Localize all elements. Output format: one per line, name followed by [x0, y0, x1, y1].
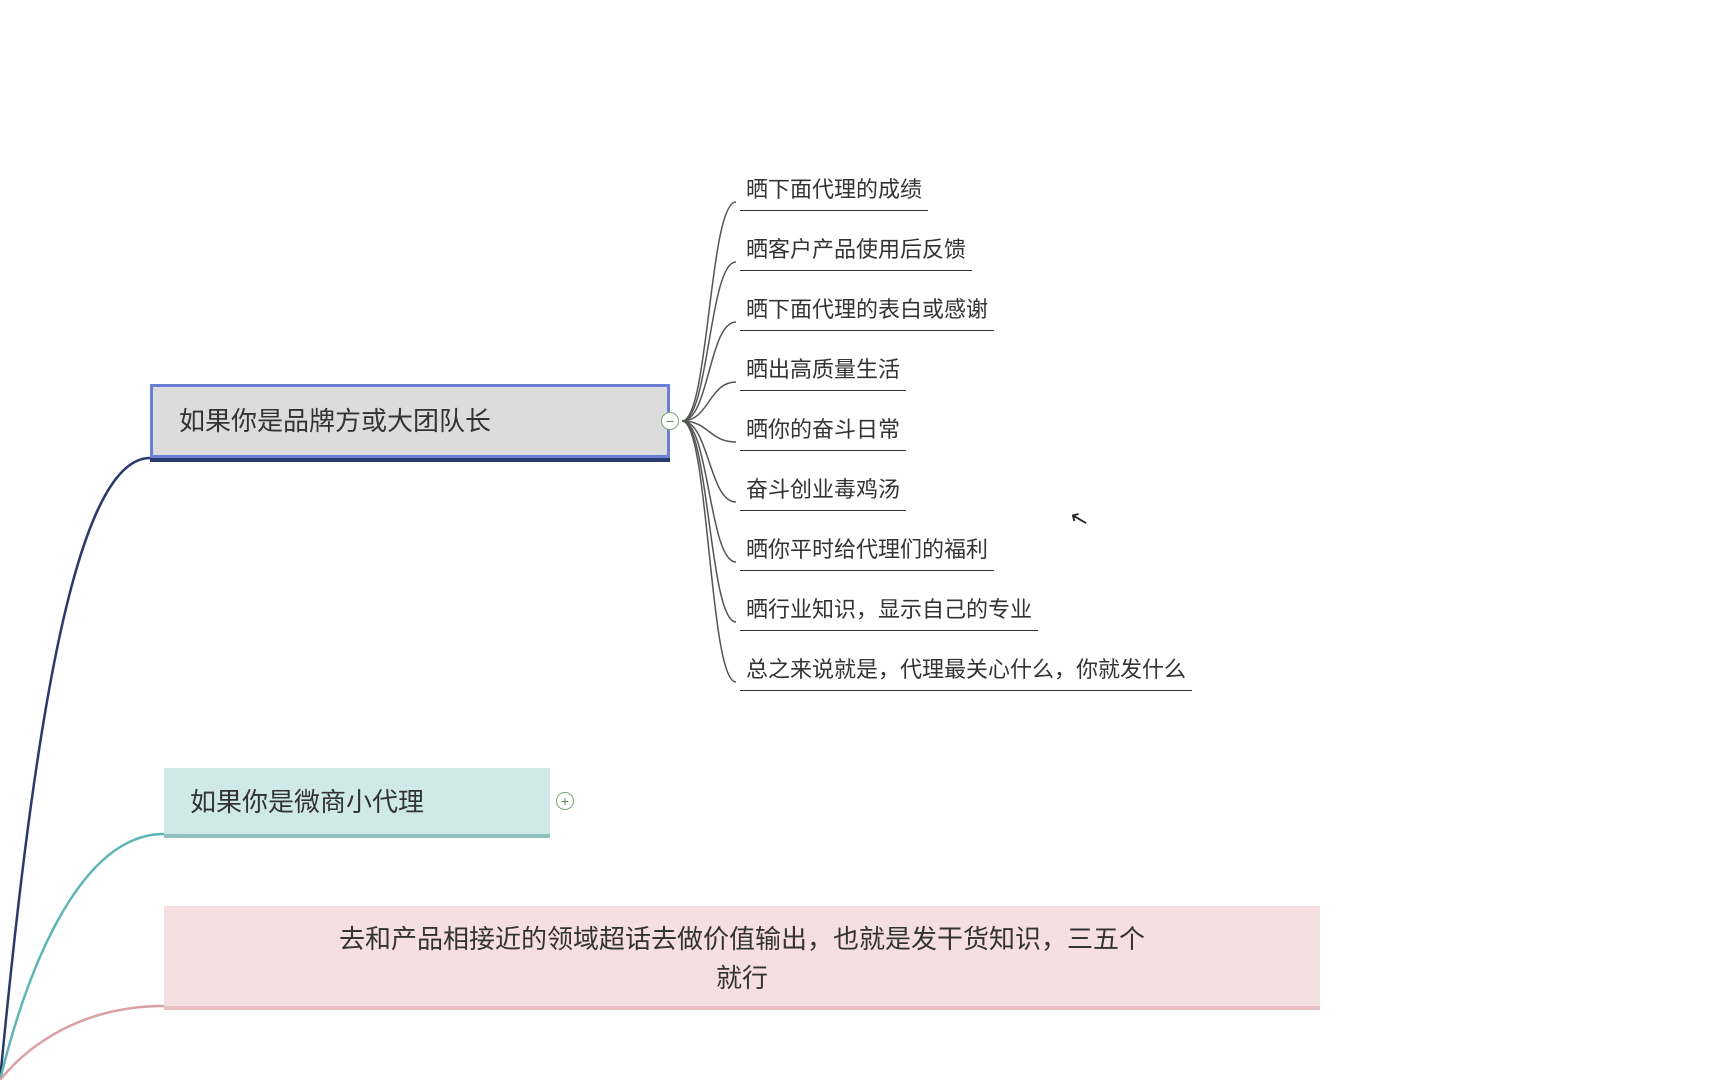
cursor-icon: ↖: [1067, 504, 1092, 534]
node-label-line2: 就行: [190, 959, 1294, 998]
minus-icon: −: [666, 414, 674, 428]
node-label: 如果你是品牌方或大团队长: [179, 406, 491, 436]
collapse-toggle[interactable]: −: [661, 412, 679, 430]
leaf-node[interactable]: 晒行业知识，显示自己的专业: [740, 590, 1038, 631]
leaf-node[interactable]: 晒下面代理的成绩: [740, 170, 928, 211]
leaf-node[interactable]: 奋斗创业毒鸡汤: [740, 470, 906, 511]
node-label-line1: 去和产品相接近的领域超话去做价值输出，也就是发干货知识，三五个: [190, 920, 1294, 959]
leaf-node[interactable]: 晒你平时给代理们的福利: [740, 530, 994, 571]
mindmap-canvas[interactable]: 如果你是品牌方或大团队长 − 如果你是微商小代理 + 去和产品相接近的领域超话去…: [0, 0, 1728, 1080]
leaf-node[interactable]: 晒下面代理的表白或感谢: [740, 290, 994, 331]
leaf-node[interactable]: 晒出高质量生活: [740, 350, 906, 391]
node-value-output[interactable]: 去和产品相接近的领域超话去做价值输出，也就是发干货知识，三五个 就行: [164, 906, 1320, 1006]
expand-toggle[interactable]: +: [556, 792, 574, 810]
node-brand-leader[interactable]: 如果你是品牌方或大团队长: [150, 384, 670, 458]
plus-icon: +: [561, 794, 569, 808]
leaf-node[interactable]: 晒客户产品使用后反馈: [740, 230, 972, 271]
node-label: 如果你是微商小代理: [190, 787, 424, 817]
node-small-agent[interactable]: 如果你是微商小代理: [164, 768, 550, 834]
leaf-node[interactable]: 总之来说就是，代理最关心什么，你就发什么: [740, 650, 1192, 691]
leaf-node[interactable]: 晒你的奋斗日常: [740, 410, 906, 451]
